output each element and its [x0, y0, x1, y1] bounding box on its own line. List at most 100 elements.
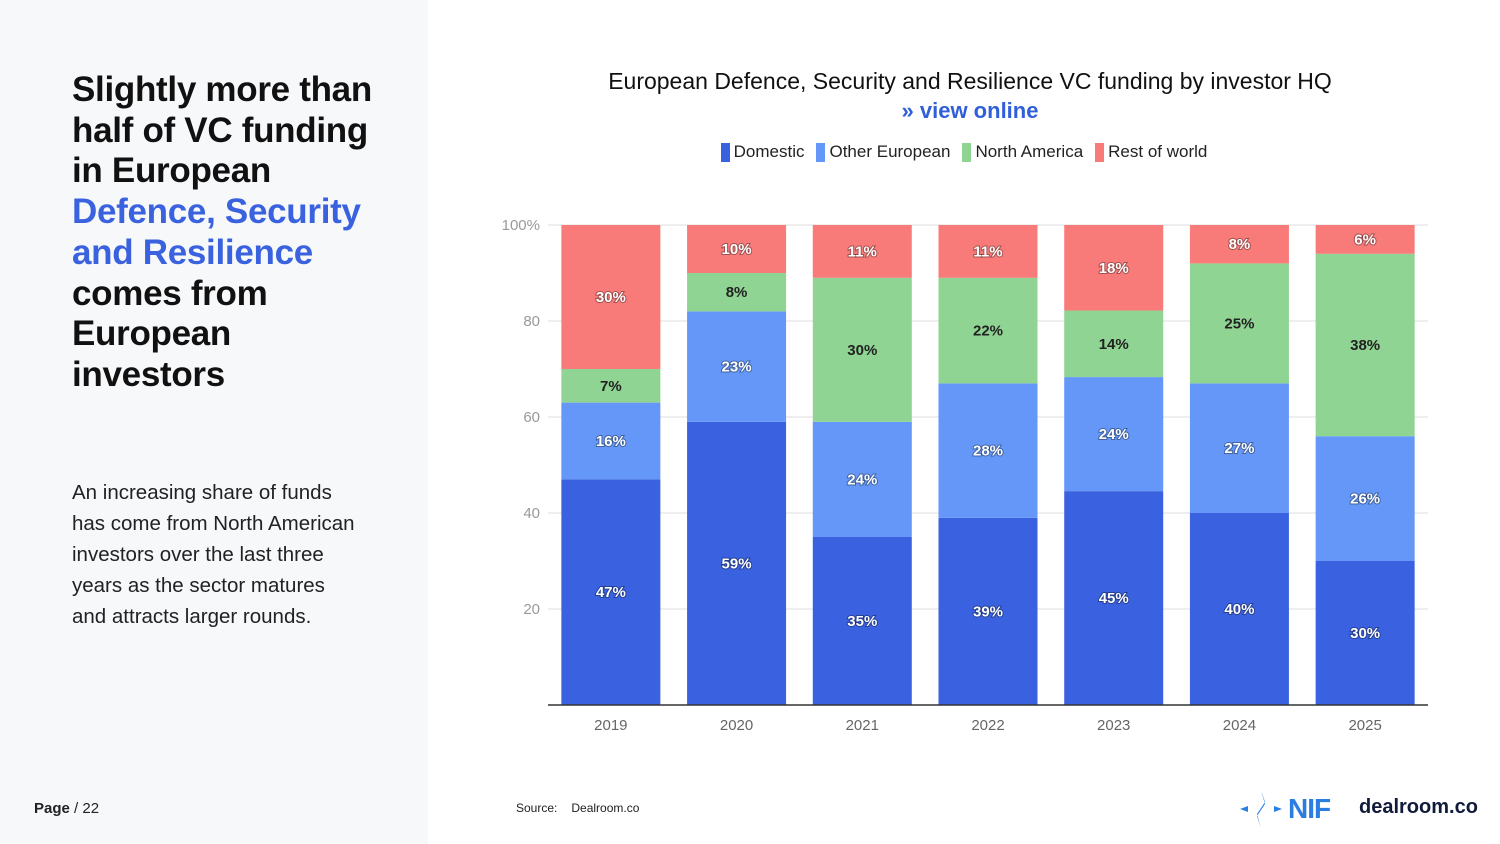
- y-tick-label: 20: [523, 601, 540, 618]
- data-label: 40%: [1224, 601, 1254, 618]
- legend-item-other-european[interactable]: Other European: [816, 142, 950, 162]
- bar-segment-north-america: [1064, 310, 1164, 378]
- x-tick-label: 2025: [1348, 717, 1381, 734]
- data-label: 22%: [973, 323, 1003, 340]
- source-note: Source: Dealroom.co: [516, 801, 639, 815]
- bar-segment-rest-of-world: [687, 225, 787, 273]
- legend-item-north-america[interactable]: North America: [962, 142, 1083, 162]
- bar-segment-domestic: [938, 517, 1038, 705]
- y-tick-label: 60: [523, 409, 540, 426]
- body-text: An increasing share of funds has come fr…: [72, 481, 355, 628]
- data-label: 18%: [1099, 260, 1129, 277]
- data-label: 30%: [1350, 625, 1380, 642]
- bar-segment-domestic: [1064, 491, 1164, 705]
- data-label: 25%: [1224, 315, 1254, 332]
- headline-text-end: comes from European investors: [72, 273, 268, 394]
- view-online-link[interactable]: » view online: [901, 98, 1039, 123]
- data-label: 30%: [847, 342, 877, 359]
- bar-segment-north-america: [1189, 263, 1289, 384]
- legend-swatch: [720, 142, 730, 162]
- bar-segment-north-america: [561, 369, 661, 403]
- bar-segment-other-european: [938, 383, 1038, 518]
- legend-item-domestic[interactable]: Domestic: [720, 142, 805, 162]
- bar-segment-rest-of-world: [1189, 225, 1289, 264]
- nif-logo-text: NIF: [1288, 793, 1331, 824]
- bar-segment-domestic: [687, 421, 787, 705]
- legend-swatch: [962, 142, 972, 162]
- bar-segment-rest-of-world: [1315, 225, 1415, 254]
- data-label: 14%: [1099, 336, 1129, 353]
- data-label: 47%: [596, 584, 626, 601]
- bar-segment-other-european: [1064, 377, 1164, 492]
- data-label: 11%: [848, 243, 877, 260]
- bar-segment-domestic: [561, 479, 661, 705]
- x-tick-label: 2020: [720, 717, 753, 734]
- bar-segment-other-european: [1189, 383, 1289, 513]
- source-value: Dealroom.co: [571, 801, 640, 815]
- y-tick-label: 80: [523, 313, 540, 330]
- legend-swatch: [1095, 142, 1105, 162]
- legend-label: Domestic: [733, 142, 805, 161]
- data-label: 45%: [1099, 590, 1129, 607]
- headline: Slightly more than half of VC funding in…: [72, 70, 372, 396]
- data-label: 38%: [1350, 337, 1380, 354]
- data-label: 8%: [1229, 236, 1251, 253]
- data-label: 23%: [722, 359, 752, 376]
- data-label: 27%: [1224, 440, 1254, 457]
- bar-segment-rest-of-world: [812, 225, 912, 278]
- bar-segment-other-european: [561, 402, 661, 480]
- legend-swatch: [816, 142, 826, 162]
- legend-item-rest-of-world[interactable]: Rest of world: [1095, 142, 1207, 162]
- data-label: 26%: [1350, 491, 1380, 508]
- data-label: 16%: [596, 433, 626, 450]
- x-tick-label: 2022: [971, 717, 1004, 734]
- data-label: 11%: [973, 243, 1002, 260]
- data-label: 6%: [1354, 231, 1376, 248]
- bar-segment-domestic: [1189, 513, 1289, 705]
- bar-segment-rest-of-world: [938, 225, 1038, 278]
- x-tick-label: 2019: [594, 717, 627, 734]
- bar-segment-north-america: [1315, 253, 1415, 437]
- nif-star-icon: [1240, 790, 1282, 828]
- page-label: Page: [34, 800, 70, 817]
- bar-segment-rest-of-world: [561, 225, 661, 369]
- x-tick-label: 2021: [846, 717, 879, 734]
- data-label: 30%: [596, 289, 626, 306]
- data-label: 8%: [726, 284, 748, 301]
- headline-highlight: Defence, Security and Resilience: [72, 192, 361, 272]
- data-label: 10%: [722, 241, 752, 258]
- y-tick-label: 100%: [502, 217, 540, 234]
- page-number: Page / 22: [34, 800, 99, 817]
- page-total: / 22: [74, 800, 100, 817]
- y-tick-label: 40: [523, 505, 540, 522]
- headline-text: Slightly more than half of VC funding in…: [72, 70, 372, 191]
- chart-legend: Domestic Other European North America Rest …: [0, 142, 1500, 162]
- bar-segment-other-european: [812, 421, 912, 537]
- bar-segment-other-european: [1315, 436, 1415, 561]
- data-label: 24%: [847, 471, 877, 488]
- data-label: 39%: [973, 603, 1003, 620]
- source-label: Source:: [516, 801, 558, 815]
- dealroom-logo: dealroom.co: [1359, 796, 1478, 818]
- bar-segment-other-european: [687, 311, 787, 422]
- bar-segment-north-america: [938, 277, 1038, 384]
- bar-segment-rest-of-world: [1064, 225, 1164, 311]
- x-tick-label: 2024: [1223, 717, 1256, 734]
- data-label: 28%: [973, 443, 1003, 460]
- bar-segment-domestic: [812, 537, 912, 705]
- legend-label: North America: [975, 142, 1084, 161]
- x-tick-label: 2023: [1097, 717, 1130, 734]
- data-label: 35%: [847, 613, 877, 630]
- chart-title: European Defence, Security and Resilienc…: [608, 68, 1332, 94]
- legend-label: Other European: [829, 142, 951, 161]
- legend-label: Rest of world: [1108, 142, 1208, 161]
- bar-segment-north-america: [812, 277, 912, 422]
- data-label: 24%: [1099, 426, 1129, 443]
- data-label: 7%: [600, 378, 622, 395]
- nif-logo: NIF: [1240, 788, 1331, 830]
- bar-segment-north-america: [687, 273, 787, 312]
- sidebar-panel: Slightly more than half of VC funding in…: [0, 0, 428, 844]
- data-label: 59%: [722, 555, 752, 572]
- bar-segment-domestic: [1315, 561, 1415, 705]
